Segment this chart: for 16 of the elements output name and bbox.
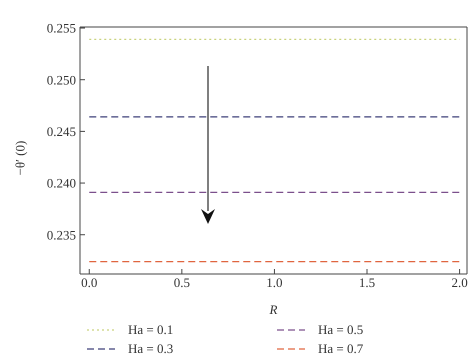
legend-label: Ha = 0.5	[318, 322, 364, 338]
legend-label: Ha = 0.3	[128, 340, 174, 356]
legend-label: Ha = 0.7	[318, 340, 364, 356]
y-tick-label: 0.245	[46, 124, 76, 139]
y-tick-label: 0.240	[46, 176, 76, 191]
x-axis-title: R	[268, 302, 278, 317]
legend-label: Ha = 0.1	[128, 322, 174, 338]
x-tick-label: 0.5	[174, 275, 190, 290]
y-tick-label: 0.255	[46, 20, 76, 36]
x-tick-label: 1.0	[266, 275, 283, 290]
x-tick-label: 1.5	[358, 275, 376, 290]
x-tick-label: 2.0	[451, 275, 468, 290]
y-axis-title: −θ′ (0)	[12, 140, 28, 176]
x-tick-label: 0.0	[81, 275, 98, 290]
y-tick-label: 0.235	[46, 227, 76, 242]
y-tick-label: 0.250	[46, 72, 76, 88]
